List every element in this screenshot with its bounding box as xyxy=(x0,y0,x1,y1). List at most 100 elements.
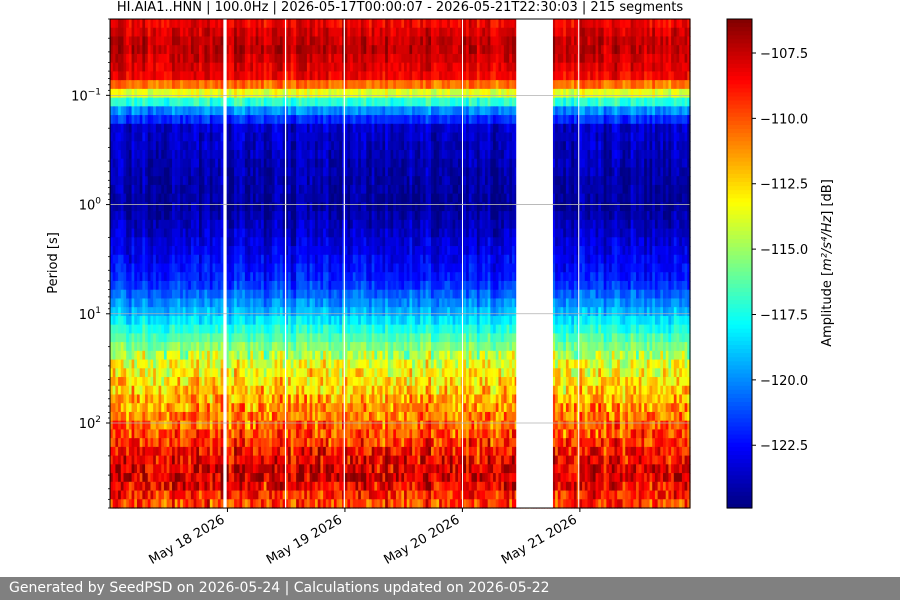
heatmap-cell xyxy=(110,132,114,142)
heatmap-cell xyxy=(328,394,332,404)
heatmap-cell xyxy=(123,80,127,90)
heatmap-cell xyxy=(128,184,133,195)
heatmap-cell xyxy=(290,167,295,177)
heatmap-cell xyxy=(252,106,257,116)
heatmap-cell xyxy=(242,446,246,457)
heatmap-cell xyxy=(279,45,284,55)
heatmap-cell xyxy=(282,62,286,72)
heatmap-cell xyxy=(185,420,189,431)
heatmap-cell xyxy=(201,97,206,107)
heatmap-cell xyxy=(288,464,292,474)
heatmap-cell xyxy=(250,429,254,439)
heatmap-cell xyxy=(347,499,351,509)
heatmap-cell xyxy=(231,202,235,212)
heatmap-cell xyxy=(196,27,200,38)
heatmap-cell xyxy=(328,158,332,169)
heatmap-cell xyxy=(174,228,179,238)
heatmap-cell xyxy=(317,123,322,134)
heatmap-cell xyxy=(244,27,249,38)
heatmap-cell xyxy=(317,158,322,169)
heatmap-cell xyxy=(231,333,235,343)
heatmap-cell xyxy=(120,272,125,282)
heatmap-cell xyxy=(136,350,141,361)
heatmap-cell xyxy=(212,411,216,422)
heatmap-cell xyxy=(320,149,324,160)
heatmap-cell xyxy=(315,45,319,55)
heatmap-cell xyxy=(269,53,273,64)
heatmap-cell xyxy=(204,88,208,99)
heatmap-cell xyxy=(342,27,346,38)
heatmap-cell xyxy=(185,481,189,492)
heatmap-cell xyxy=(328,219,332,230)
heatmap-cell xyxy=(269,263,273,273)
heatmap-cell xyxy=(123,62,127,72)
heatmap-cell xyxy=(298,132,303,142)
heatmap-cell xyxy=(328,411,332,422)
heatmap-cell xyxy=(290,359,295,369)
heatmap-cell xyxy=(163,27,168,38)
heatmap-cell xyxy=(128,377,133,387)
heatmap-cell xyxy=(317,280,322,291)
heatmap-cell xyxy=(215,132,219,142)
heatmap-cell xyxy=(169,19,173,29)
heatmap-cell xyxy=(333,481,338,492)
heatmap-cell xyxy=(255,97,259,107)
heatmap-cell xyxy=(323,359,327,369)
heatmap-cell xyxy=(290,464,295,474)
heatmap-cell xyxy=(193,280,197,291)
heatmap-cell xyxy=(274,403,278,413)
heatmap-cell xyxy=(339,27,343,38)
heatmap-cell xyxy=(207,27,211,38)
heatmap-cell xyxy=(112,19,116,29)
heatmap-cell xyxy=(263,333,268,343)
heatmap-cell xyxy=(296,481,300,492)
heatmap-cell xyxy=(333,246,338,256)
heatmap-cell xyxy=(123,193,127,203)
heatmap-cell xyxy=(182,481,187,492)
heatmap-cell xyxy=(217,71,222,81)
heatmap-cell xyxy=(188,263,192,273)
heatmap-cell xyxy=(312,499,316,509)
heatmap-cell xyxy=(277,289,281,300)
heatmap-cell xyxy=(304,184,308,195)
heatmap-cell xyxy=(344,132,348,142)
heatmap-cell xyxy=(136,219,141,230)
heatmap-cell xyxy=(193,289,197,300)
heatmap-cell xyxy=(247,167,251,177)
heatmap-cell xyxy=(131,97,135,107)
heatmap-cell xyxy=(126,481,130,492)
heatmap-cell xyxy=(288,455,292,465)
heatmap-cell xyxy=(274,228,278,238)
heatmap-cell xyxy=(123,71,127,81)
heatmap-cell xyxy=(139,132,143,142)
heatmap-cell xyxy=(261,45,265,55)
heatmap-cell xyxy=(285,289,289,300)
heatmap-cell xyxy=(196,71,200,81)
heatmap-cell xyxy=(258,280,262,291)
heatmap-cell xyxy=(118,315,122,326)
heatmap-cell xyxy=(110,228,114,238)
heatmap-cell xyxy=(277,141,281,151)
heatmap-cell xyxy=(236,158,241,169)
heatmap-cell xyxy=(126,272,130,282)
heatmap-cell xyxy=(239,473,243,483)
heatmap-cell xyxy=(142,272,146,282)
heatmap-cell xyxy=(155,132,160,142)
heatmap-cell xyxy=(234,377,238,387)
heatmap-cell xyxy=(169,403,173,413)
heatmap-cell xyxy=(212,246,216,256)
heatmap-cell xyxy=(193,106,197,116)
heatmap-cell xyxy=(250,19,254,29)
heatmap-cell xyxy=(288,499,292,509)
heatmap-cell xyxy=(120,237,125,247)
heatmap-cell xyxy=(250,411,254,422)
heatmap-cell xyxy=(204,368,208,378)
heatmap-cell xyxy=(298,53,303,64)
heatmap-cell xyxy=(217,27,222,38)
heatmap-cell xyxy=(180,115,184,125)
heatmap-cell xyxy=(244,141,249,151)
heatmap-cell xyxy=(134,446,138,457)
heatmap-cell xyxy=(277,254,281,265)
heatmap-cell xyxy=(190,429,195,439)
heatmap-cell xyxy=(220,280,224,291)
